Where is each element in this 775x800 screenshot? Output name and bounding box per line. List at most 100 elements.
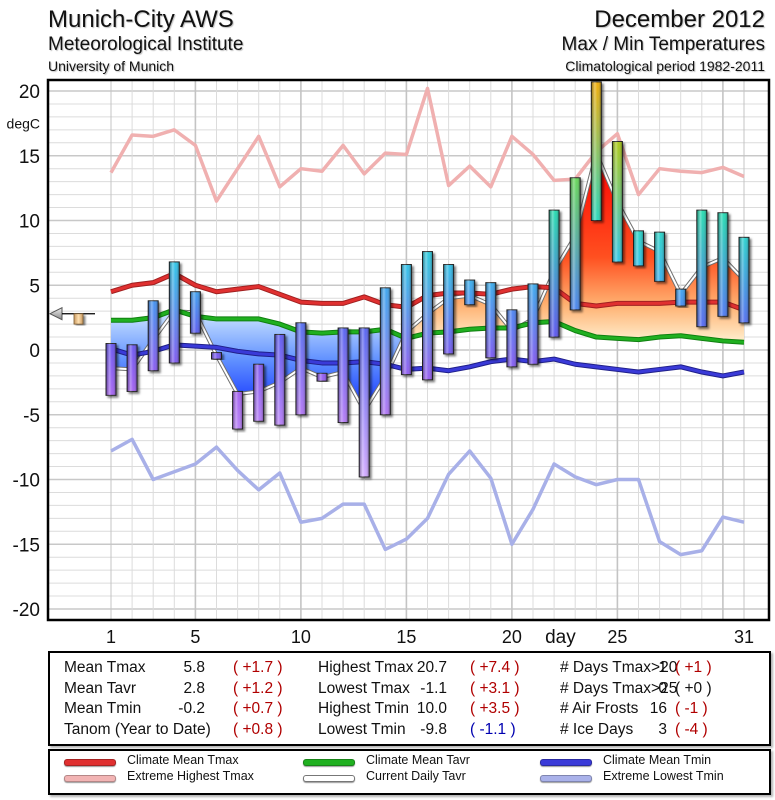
stat-label: # Air Frosts bbox=[560, 700, 639, 717]
marker-anomaly-bar bbox=[73, 313, 84, 325]
stat-label: Highest Tmin bbox=[318, 700, 410, 717]
stat-value: 3 bbox=[658, 720, 667, 738]
day-bar bbox=[126, 344, 138, 392]
day-bar-shine bbox=[739, 237, 749, 323]
legend-label: Extreme Lowest Tmin bbox=[603, 769, 724, 783]
day-bar bbox=[654, 231, 666, 282]
stat-value: 16 bbox=[649, 700, 667, 717]
day-bar bbox=[316, 372, 328, 382]
day-bar-shine bbox=[422, 251, 433, 380]
day-bar bbox=[485, 282, 497, 359]
stat-value: -1.1 bbox=[420, 679, 447, 697]
day-bar bbox=[527, 283, 539, 365]
stat-label: Tanom (Year to Date) bbox=[64, 720, 211, 738]
day-bar-shine bbox=[549, 210, 560, 338]
day-bar bbox=[189, 291, 201, 334]
stat-label: Mean Tmin bbox=[64, 700, 142, 717]
stat-anomaly: ( +0.8 ) bbox=[233, 720, 283, 738]
legend-swatch-icon bbox=[540, 775, 592, 782]
day-bar-shine bbox=[338, 327, 349, 423]
day-bar-shine bbox=[148, 300, 159, 371]
day-bar bbox=[675, 288, 687, 307]
climate-period-title: Climatological period 1982-2011 bbox=[565, 58, 765, 74]
stat-label: Highest Tmax bbox=[318, 659, 414, 676]
day-bar-shine bbox=[717, 212, 728, 317]
day-bar bbox=[506, 309, 518, 368]
stat-value: -0.2 bbox=[178, 700, 205, 717]
legend-label: Current Daily Tavr bbox=[366, 769, 466, 783]
stat-value: 1 bbox=[658, 659, 667, 676]
day-bar-shine bbox=[696, 210, 707, 327]
stat-anomaly: ( +1.7 ) bbox=[233, 659, 283, 676]
stat-anomaly: ( -4 ) bbox=[675, 720, 708, 738]
legend-swatch-icon bbox=[303, 759, 355, 766]
day-bar bbox=[443, 264, 455, 355]
legend-swatch-icon bbox=[64, 775, 116, 782]
day-bar-shine bbox=[591, 81, 602, 221]
y-tick-label: 10 bbox=[19, 212, 40, 233]
day-bar-shine bbox=[506, 309, 517, 367]
y-tick-label: -10 bbox=[13, 471, 40, 492]
stat-label: # Ice Days bbox=[560, 720, 634, 738]
day-bar bbox=[633, 230, 644, 267]
day-bar-shine bbox=[295, 322, 306, 415]
period-title: December 2012 bbox=[594, 6, 765, 33]
x-tick-label: 31 bbox=[734, 627, 754, 647]
y-tick-label: 15 bbox=[19, 147, 40, 168]
day-bar bbox=[400, 264, 412, 376]
stat-label: Lowest Tmin bbox=[318, 720, 406, 738]
stat-value: 10.0 bbox=[416, 700, 447, 717]
day-bar-shine bbox=[274, 334, 285, 426]
day-bar-shine bbox=[464, 280, 475, 305]
stat-value: 2.8 bbox=[183, 679, 205, 697]
stat-label: Mean Tavr bbox=[64, 679, 137, 697]
day-bar bbox=[548, 209, 560, 338]
stat-anomaly: ( +1 ) bbox=[675, 659, 712, 676]
day-bar-shine bbox=[359, 327, 370, 477]
stat-anomaly: ( +3.1 ) bbox=[470, 679, 520, 697]
day-bar bbox=[590, 81, 602, 221]
day-bar-shine bbox=[612, 141, 623, 262]
day-bar bbox=[168, 261, 180, 364]
stat-value: 5.8 bbox=[183, 659, 205, 676]
station-title: Munich-City AWS bbox=[48, 6, 234, 33]
y-tick-label: 0 bbox=[29, 341, 40, 362]
university-title: University of Munich bbox=[48, 58, 175, 74]
legend-label: Climate Mean Tmin bbox=[603, 753, 712, 767]
stat-anomaly: ( +7.4 ) bbox=[470, 659, 520, 676]
legend: Climate Mean Tmax Extreme Highest Tmax Cli… bbox=[48, 749, 771, 795]
day-bar bbox=[717, 212, 729, 317]
legend-swatch-icon bbox=[540, 759, 592, 766]
grid bbox=[48, 80, 769, 620]
chart-title: Max / Min Temperatures bbox=[561, 34, 765, 55]
day-bar-shine bbox=[485, 282, 496, 358]
day-bar-shine bbox=[169, 261, 180, 363]
day-bar-shine bbox=[106, 343, 116, 396]
legend-swatch-icon bbox=[64, 759, 116, 766]
day-bar-shine bbox=[211, 352, 222, 360]
stat-anomaly: ( -1.1 ) bbox=[470, 720, 516, 738]
stat-anomaly: ( +1.2 ) bbox=[233, 679, 283, 697]
warm-anomaly-fill bbox=[179, 153, 744, 343]
day-bar-shine bbox=[675, 289, 686, 306]
x-tick-label: 5 bbox=[190, 627, 200, 647]
day-bar bbox=[253, 363, 265, 422]
institute-title: Meteorological Institute bbox=[48, 34, 244, 55]
day-bar bbox=[696, 209, 708, 328]
y-axis-label: degC bbox=[7, 115, 40, 131]
day-bar bbox=[422, 251, 433, 381]
x-tick-label: 20 bbox=[502, 627, 522, 647]
day-bar bbox=[611, 141, 623, 263]
day-bar-shine bbox=[401, 264, 412, 375]
day-bar bbox=[147, 300, 159, 372]
stat-anomaly: ( +0.7 ) bbox=[233, 700, 283, 717]
stat-anomaly: ( +3.5 ) bbox=[470, 700, 520, 717]
x-tick-label: 25 bbox=[607, 627, 627, 647]
statistics-panel: Mean Tmax 5.8 ( +1.7 ) Mean Tavr 2.8 ( +1.2 )… bbox=[48, 651, 771, 746]
day-bar bbox=[738, 236, 750, 324]
day-bar bbox=[295, 322, 307, 416]
day-bar-shine bbox=[633, 230, 644, 266]
y-tick-label: 5 bbox=[29, 276, 40, 297]
